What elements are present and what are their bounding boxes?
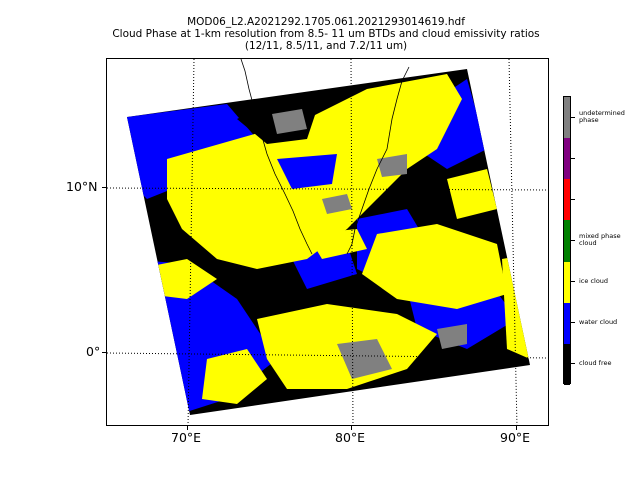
title-line-2: Cloud Phase at 1-km resolution from 8.5-… — [112, 28, 540, 40]
colorbar-tick — [571, 158, 575, 159]
x-tick-label-70e: 70°E — [171, 430, 202, 445]
map-area — [106, 58, 549, 426]
colorbar-label: cloud free — [579, 359, 612, 367]
colorbar-tick — [571, 281, 575, 282]
colorbar-segment — [564, 138, 570, 180]
colorbar-segment — [564, 179, 570, 221]
swath-imagery — [127, 69, 530, 415]
x-tick-label-90e: 90°E — [500, 430, 531, 445]
y-tick-label-0: 0° — [86, 344, 101, 359]
colorbar — [563, 96, 571, 385]
y-tick-mark-10n — [102, 187, 106, 188]
colorbar-segment — [564, 97, 570, 139]
y-tick-label-10n: 10°N — [66, 179, 98, 194]
coastline — [240, 59, 410, 255]
colorbar-tick — [571, 199, 575, 200]
colorbar-tick — [571, 117, 575, 118]
title-line-3: (12/11, 8.5/11, and 7.2/11 um) — [244, 40, 408, 52]
cloud-phase-map — [107, 59, 548, 425]
colorbar-tick — [571, 363, 575, 364]
x-tick-label-80e: 80°E — [335, 430, 366, 445]
colorbar-segment — [564, 220, 570, 262]
x-tick-mark-70e — [187, 426, 188, 430]
title-line-1: MOD06_L2.A2021292.1705.061.2021293014619… — [187, 16, 465, 28]
y-tick-mark-0 — [102, 352, 106, 353]
colorbar-label: water cloud — [579, 318, 618, 326]
colorbar-segment — [564, 343, 570, 385]
colorbar-segment — [564, 261, 570, 303]
colorbar-tick — [571, 322, 575, 323]
x-tick-mark-80e — [351, 426, 352, 430]
colorbar-tick — [571, 240, 575, 241]
colorbar-segment — [564, 302, 570, 344]
colorbar-label: ice cloud — [579, 277, 609, 285]
x-tick-mark-90e — [516, 426, 517, 430]
colorbar-label: mixed phase cloud — [579, 232, 621, 247]
graticule — [107, 59, 548, 425]
colorbar-label: undetermined phase — [579, 109, 625, 124]
